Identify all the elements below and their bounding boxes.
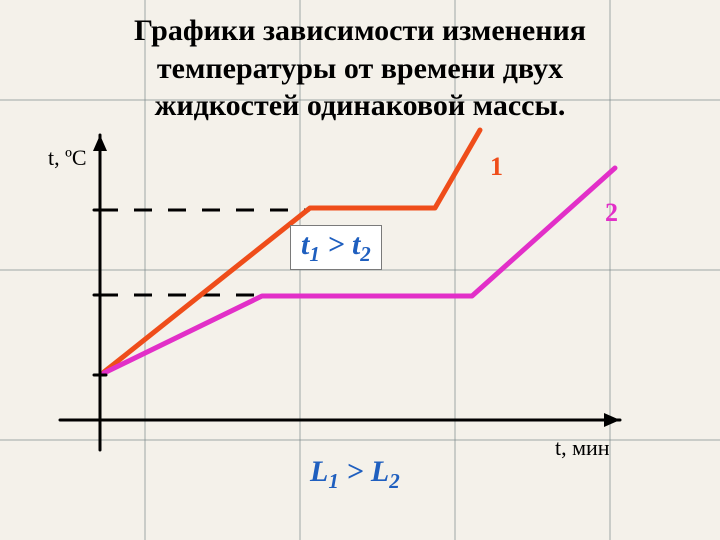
series-2-label: 2 bbox=[605, 198, 618, 228]
dashed-lines bbox=[100, 210, 310, 295]
y-axis-label: t, ºC bbox=[48, 145, 87, 171]
formula-t: t1 > t2 bbox=[290, 225, 382, 270]
page-root: { "background": { "fill": "#f4f1ea", "gr… bbox=[0, 0, 720, 540]
axes-group bbox=[60, 135, 620, 450]
series-2-line bbox=[104, 168, 615, 373]
formula-l: L1 > L2 bbox=[310, 455, 400, 494]
series-1-label: 1 bbox=[490, 152, 503, 182]
x-axis-label: t, мин bbox=[555, 435, 610, 461]
